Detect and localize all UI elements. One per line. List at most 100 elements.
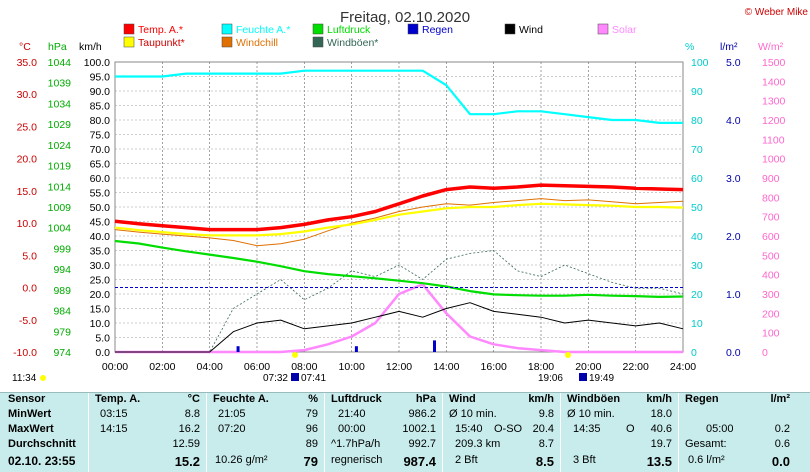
legend: Temp. A.* Feuchte A.* Luftdruck Regen Wind So…	[123, 23, 637, 49]
humidity-tick-label: 10	[691, 318, 703, 330]
gust-bft: 3 Bft	[573, 454, 596, 466]
wind-distance: 209.3 km	[455, 438, 501, 450]
avg-gust: 19.7	[650, 438, 672, 450]
time-tick-label: 00:00	[102, 361, 128, 373]
max-wind: 20.4	[532, 423, 554, 435]
temp-tick-label: -5.0	[19, 315, 37, 327]
abs-humidity: 10.26 g/m²	[215, 454, 268, 466]
wind-tick-label: 15.0	[90, 304, 111, 316]
hum-unit: %	[308, 393, 318, 405]
rain-bar	[236, 346, 240, 352]
data-marks	[114, 69, 684, 354]
min-temp-time: 03:15	[100, 408, 128, 420]
last-press: 987.4	[403, 454, 436, 469]
temp-unit: °C	[187, 393, 200, 405]
unit-wind: km/h	[79, 41, 102, 53]
legend-label-chill: Windchill	[236, 37, 278, 49]
wind-tick-label: 40.0	[90, 231, 111, 243]
sunset-icon	[565, 352, 571, 358]
sensor-header: Sensor	[8, 393, 46, 405]
wind-tick-label: 0.0	[95, 347, 110, 359]
sun-icon	[40, 375, 46, 381]
avg-press: 992.7	[408, 438, 436, 450]
min-temp: 8.8	[184, 408, 200, 420]
axis-units: °C hPa km/h% l/m² W/m²	[19, 41, 784, 53]
stats-table: Sensor Temp. A. °C Feuchte A. % Luftdruc…	[0, 392, 810, 472]
solar-tick-label: 600	[762, 231, 780, 243]
max-press-time: 00:00	[338, 423, 366, 435]
pressure-tick-label: 1014	[48, 181, 72, 193]
wind-tick-label: 70.0	[90, 144, 111, 156]
pressure-tick-label: 1039	[48, 78, 72, 90]
max-gust-dir: O	[626, 423, 635, 435]
last-hum: 79	[303, 454, 318, 469]
press-header: Luftdruck	[331, 393, 382, 405]
solar-tick-label: 1100	[762, 134, 785, 146]
rain-bar	[433, 340, 436, 352]
chart-title: Freitag, 02.10.2020	[340, 9, 470, 26]
legend-swatch-temp	[123, 23, 135, 35]
legend-swatch-gust	[312, 36, 324, 48]
rain-rate: 0.6 l/m²	[688, 454, 725, 466]
time-tick-label: 18:00	[528, 361, 554, 373]
temp-tick-label: 20.0	[17, 154, 38, 166]
wind-unit: km/h	[528, 393, 554, 405]
pressure-tick-label: 1004	[48, 223, 72, 235]
legend-swatch-chill	[221, 36, 233, 48]
legend-label-dew: Taupunkt*	[138, 37, 185, 49]
legend-label-press: Luftdruck	[327, 24, 371, 36]
pressure-tick-label: 1034	[48, 98, 72, 110]
unit-solar: W/m²	[758, 41, 784, 53]
last-rain: 0.0	[771, 454, 790, 469]
solar-tick-label: 700	[762, 212, 780, 224]
wind-bft: 2 Bft	[455, 454, 478, 466]
gust-header: Windböen	[567, 393, 621, 405]
unit-rain: l/m²	[720, 41, 738, 53]
pressure-tick-label: 1009	[48, 202, 72, 214]
wind-tick-label: 45.0	[90, 217, 111, 229]
sunrise-icon	[292, 352, 298, 358]
avg-wind: 8.7	[538, 438, 554, 450]
solar-tick-label: 1200	[762, 115, 786, 127]
legend-swatch-dew	[123, 36, 135, 48]
wind-tick-label: 35.0	[90, 246, 111, 258]
hum-header: Feuchte A.	[213, 393, 269, 405]
stats-min-row: MinWert 03:15 8.8 21:05 79 21:40 986.2 Ø…	[0, 408, 810, 424]
max-gust: 40.6	[650, 423, 672, 435]
time-tick-label: 16:00	[481, 361, 507, 373]
humidity-tick-label: 100	[691, 57, 709, 69]
temp-tick-label: 15.0	[17, 186, 38, 198]
rain-tick-label: 5.0	[726, 57, 741, 69]
rain-total: 0.6	[774, 438, 790, 450]
pressure-tick-label: 989	[53, 285, 71, 297]
max-temp: 16.2	[178, 423, 200, 435]
press-unit: hPa	[415, 393, 436, 405]
solar-tick-label: 800	[762, 192, 780, 204]
moonset-time: 19:49	[589, 373, 614, 384]
solar-tick-label: 400	[762, 270, 780, 282]
wind-tick-label: 100.0	[84, 57, 110, 69]
wind-tick-label: 80.0	[90, 115, 111, 127]
wind-tick-label: 85.0	[90, 101, 111, 113]
unit-temp: °C	[19, 41, 31, 53]
unit-hum: %	[685, 41, 694, 53]
rain-tick-label: 3.0	[726, 173, 741, 185]
wind-tick-label: 55.0	[90, 188, 111, 200]
legend-label-solar: Solar	[612, 24, 637, 36]
max-wind-time: 15:40	[455, 423, 483, 435]
copyright-link[interactable]: © Weber Mike	[745, 7, 809, 18]
axis-ticks: 35.0 30.0 25.0 20.0 15.0 10.0 5.0 0.0 -5.0 -10.0 1…	[13, 57, 785, 373]
time-tick-label: 14:00	[433, 361, 459, 373]
max-temp-time: 14:15	[100, 423, 128, 435]
forecast-text: regnerisch	[331, 454, 383, 466]
time-tick-label: 04:00	[197, 361, 223, 373]
last-gust: 13.5	[646, 454, 672, 469]
wind-tick-label: 90.0	[90, 86, 111, 98]
last-temp: 15.2	[174, 454, 200, 469]
max-press: 1002.1	[402, 423, 436, 435]
wind-tick-label: 50.0	[90, 202, 111, 214]
legend-label-temp: Temp. A.*	[138, 24, 183, 36]
humidity-tick-label: 70	[691, 144, 703, 156]
sunset-time: 19:06	[538, 373, 563, 384]
pressure-tick-label: 999	[53, 243, 71, 255]
